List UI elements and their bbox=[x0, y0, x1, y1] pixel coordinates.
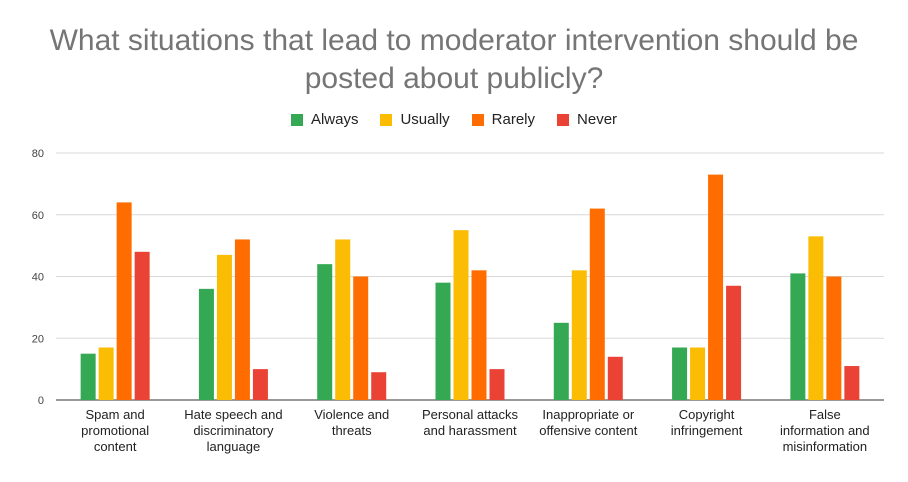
bar-never bbox=[371, 372, 387, 400]
legend-swatch-usually bbox=[380, 113, 393, 126]
bar-never bbox=[489, 369, 505, 400]
y-tick-label: 80 bbox=[32, 148, 44, 160]
legend-label-never: Never bbox=[577, 111, 618, 128]
legend-item-rarely: Rarely bbox=[471, 111, 536, 128]
legend-swatch-rarely bbox=[471, 113, 484, 126]
bar-rarely bbox=[116, 202, 132, 400]
bar-usually bbox=[808, 236, 824, 400]
bar-always bbox=[198, 288, 214, 400]
bar-usually bbox=[453, 230, 469, 400]
x-category-label-line: promotional bbox=[81, 423, 149, 438]
chart-title: What situations that lead to moderator i… bbox=[0, 22, 908, 98]
chart-title-line-2: posted about publicly? bbox=[304, 62, 604, 95]
x-category-label: Inappropriate or offensive content bbox=[539, 407, 637, 438]
bar-never bbox=[252, 369, 268, 400]
x-category-label-line: offensive content bbox=[539, 423, 637, 438]
bar-never bbox=[607, 356, 623, 400]
bar-rarely bbox=[471, 270, 487, 400]
x-category-label-line: infringement bbox=[671, 423, 743, 438]
bar-never bbox=[726, 285, 742, 400]
legend-item-always: Always bbox=[290, 111, 359, 128]
y-tick-label: 0 bbox=[38, 395, 44, 407]
bar-always bbox=[80, 353, 96, 400]
legend: Always Usually Rarely Never bbox=[0, 111, 908, 128]
bar-always bbox=[672, 347, 688, 400]
bar-always bbox=[317, 264, 333, 400]
bar-rarely bbox=[708, 174, 724, 400]
bar-usually bbox=[216, 254, 232, 400]
x-category-label-line: Personal attacks bbox=[422, 407, 519, 422]
bar-usually bbox=[98, 347, 114, 400]
x-category-label-line: threats bbox=[332, 423, 372, 438]
y-tick-label: 60 bbox=[32, 210, 44, 222]
legend-swatch-never bbox=[557, 113, 570, 126]
x-category-label: Hate speech and discriminatory language bbox=[184, 407, 282, 454]
y-tick-label: 40 bbox=[32, 272, 44, 284]
bar-rarely bbox=[353, 276, 369, 400]
bar-never bbox=[844, 366, 860, 400]
x-category-label-line: Hate speech and bbox=[184, 407, 282, 422]
x-category-label-line: information and bbox=[780, 423, 870, 438]
legend-item-never: Never bbox=[557, 111, 617, 128]
x-category-label-line: False bbox=[809, 407, 841, 422]
x-category-label: Violence and threats bbox=[314, 407, 389, 438]
bar-never bbox=[134, 251, 150, 400]
x-category-label-line: Violence and bbox=[314, 407, 389, 422]
x-category-label: Spam and promotional content bbox=[81, 407, 149, 454]
x-category-label-line: content bbox=[94, 439, 137, 454]
bar-rarely bbox=[234, 239, 250, 400]
bar-usually bbox=[335, 239, 351, 400]
bar-usually bbox=[690, 347, 706, 400]
legend-label-always: Always bbox=[310, 111, 359, 128]
x-category-label-line: Inappropriate or bbox=[542, 407, 634, 422]
bar-always bbox=[790, 273, 806, 400]
chart-title-line-1: What situations that lead to moderator i… bbox=[49, 24, 859, 57]
x-category-label-line: language bbox=[207, 439, 261, 454]
legend-label-rarely: Rarely bbox=[491, 111, 536, 128]
bar-always bbox=[435, 282, 451, 400]
x-category-label-line: Spam and bbox=[86, 407, 145, 422]
x-category-label: False information and misinformation bbox=[780, 407, 870, 454]
legend-label-usually: Usually bbox=[400, 111, 450, 128]
x-category-label-line: Copyright bbox=[679, 407, 735, 422]
legend-swatch-always bbox=[290, 113, 303, 126]
x-category-label-line: misinformation bbox=[783, 439, 868, 454]
x-category-label: Copyright infringement bbox=[671, 407, 743, 438]
bar-rarely bbox=[589, 208, 605, 400]
bar-rarely bbox=[826, 276, 842, 400]
x-category-label: Personal attacks and harassment bbox=[422, 407, 519, 438]
x-category-label-line: and harassment bbox=[423, 423, 517, 438]
y-tick-label: 20 bbox=[32, 333, 44, 345]
bar-always bbox=[553, 322, 569, 400]
legend-item-usually: Usually bbox=[380, 111, 450, 128]
x-category-label-line: discriminatory bbox=[193, 423, 274, 438]
bar-usually bbox=[571, 270, 587, 400]
